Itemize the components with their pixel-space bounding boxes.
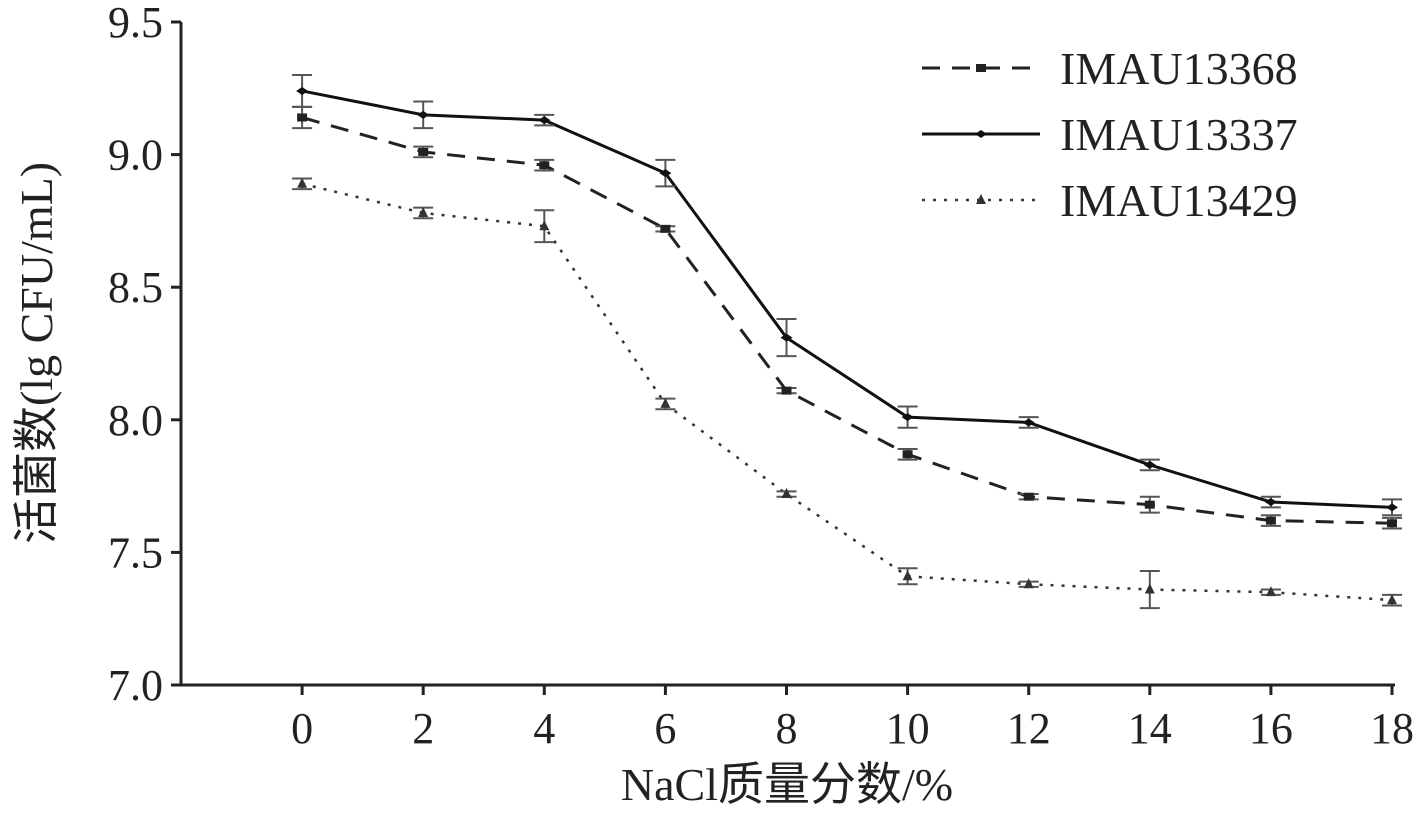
x-axis-label: NaCl质量分数/% <box>621 759 953 810</box>
marker <box>1387 519 1397 528</box>
y-tick-label: 7.5 <box>108 528 163 577</box>
legend-label: IMAU13337 <box>1060 109 1298 160</box>
marker <box>660 397 671 408</box>
legend-label: IMAU13368 <box>1060 43 1298 94</box>
series-line <box>301 116 1393 525</box>
marker <box>1023 492 1034 501</box>
x-tick-label: 4 <box>533 704 555 753</box>
marker <box>902 570 913 581</box>
y-tick-label: 8.0 <box>108 396 163 445</box>
x-tick-label: 16 <box>1249 704 1293 753</box>
marker <box>976 194 986 204</box>
y-tick-label: 9.0 <box>108 131 163 180</box>
x-tick-label: 14 <box>1128 704 1172 753</box>
x-tick-label: 2 <box>412 704 434 753</box>
x-tick-label: 12 <box>1007 704 1051 753</box>
marker <box>781 488 792 499</box>
x-tick-label: 8 <box>776 704 798 753</box>
marker <box>659 169 672 178</box>
series-line <box>301 89 1393 509</box>
marker <box>1144 500 1155 509</box>
marker <box>1023 578 1034 589</box>
marker <box>901 413 914 422</box>
marker <box>902 450 913 459</box>
marker <box>297 177 308 188</box>
marker <box>1265 586 1276 597</box>
legend-label: IMAU13429 <box>1060 175 1298 226</box>
marker <box>297 113 308 122</box>
marker <box>1265 516 1276 525</box>
marker <box>538 116 551 125</box>
y-tick-label: 9.5 <box>108 0 163 47</box>
marker <box>781 386 792 395</box>
marker <box>976 64 986 72</box>
marker <box>296 86 309 95</box>
marker <box>1386 503 1398 512</box>
x-tick-label: 18 <box>1370 704 1414 753</box>
y-tick-label: 8.5 <box>108 263 163 312</box>
x-tick-label: 10 <box>886 704 930 753</box>
marker <box>1387 594 1397 605</box>
marker <box>539 220 550 231</box>
y-tick-label: 7.0 <box>108 661 163 710</box>
marker <box>1143 460 1156 469</box>
marker <box>1022 418 1035 427</box>
marker <box>975 130 987 138</box>
series-line <box>301 182 1393 602</box>
marker <box>417 110 430 119</box>
marker <box>418 147 429 156</box>
marker <box>539 161 550 170</box>
x-tick-label: 6 <box>654 704 676 753</box>
marker <box>660 224 671 233</box>
marker <box>418 206 429 217</box>
x-tick-label: 0 <box>291 704 313 753</box>
y-axis-label: 活菌数(lg CFU/mL) <box>11 162 62 544</box>
marker <box>1264 498 1277 507</box>
marker <box>1144 583 1155 594</box>
marker <box>780 333 793 342</box>
